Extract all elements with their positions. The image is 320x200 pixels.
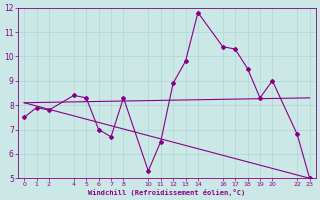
X-axis label: Windchill (Refroidissement éolien,°C): Windchill (Refroidissement éolien,°C)	[88, 189, 245, 196]
